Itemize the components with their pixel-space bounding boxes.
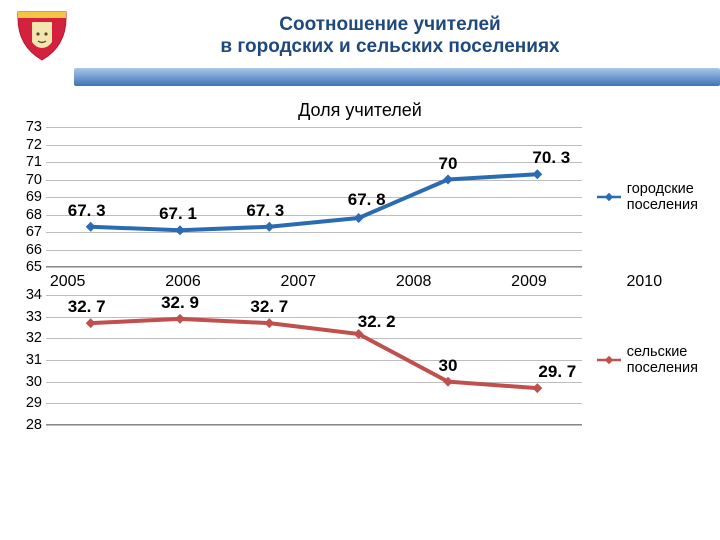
legend-urban: городские поселения (597, 181, 698, 213)
y-tick-label: 31 (12, 352, 42, 368)
y-tick-label: 34 (12, 287, 42, 303)
y-tick-label: 66 (12, 242, 42, 258)
data-label: 32. 7 (250, 297, 288, 317)
y-tick-label: 29 (12, 395, 42, 411)
legend-marker-icon (597, 354, 621, 366)
x-tick-label: 2007 (241, 267, 356, 291)
data-label: 67. 3 (246, 201, 284, 221)
y-tick-label: 69 (12, 189, 42, 205)
emblem-icon (12, 8, 72, 64)
data-label: 32. 9 (161, 293, 199, 313)
title-band (74, 68, 720, 86)
title-line-2: в городских и сельских поселениях (72, 36, 708, 58)
header: Соотношение учителей в городских и сельс… (0, 0, 720, 64)
data-label: 67. 1 (159, 204, 197, 224)
x-tick-label: 2009 (471, 267, 586, 291)
legend-rural-label: сельские поселения (627, 344, 698, 376)
data-label: 70 (439, 154, 458, 174)
y-tick-label: 28 (12, 417, 42, 433)
gridline (46, 425, 582, 426)
data-label: 67. 3 (68, 201, 106, 221)
y-tick-label: 67 (12, 224, 42, 240)
data-label: 29. 7 (538, 362, 576, 382)
legend-urban-label: городские поселения (627, 181, 698, 213)
data-label: 70. 3 (532, 148, 570, 168)
data-label: 30 (439, 356, 458, 376)
y-tick-label: 33 (12, 309, 42, 325)
y-tick-label: 65 (12, 259, 42, 275)
y-tick-label: 70 (12, 172, 42, 188)
y-tick-label: 68 (12, 207, 42, 223)
plot-rural: 2829303132333432. 732. 932. 732. 23029. … (46, 295, 582, 425)
chart-rural: 2829303132333432. 732. 932. 732. 23029. … (46, 295, 582, 425)
y-tick-label: 30 (12, 374, 42, 390)
x-tick-label: 2010 (587, 267, 702, 291)
title-line-1: Соотношение учителей (72, 14, 708, 36)
chart-urban: 65666768697071727367. 367. 167. 367. 870… (46, 127, 582, 267)
title-block: Соотношение учителей в городских и сельс… (72, 14, 708, 58)
gridline (46, 267, 582, 268)
y-tick-label: 72 (12, 137, 42, 153)
y-tick-label: 71 (12, 154, 42, 170)
legend-rural: сельские поселения (597, 344, 698, 376)
x-tick-label: 2008 (356, 267, 471, 291)
data-label: 67. 8 (348, 190, 386, 210)
data-label: 32. 2 (358, 312, 396, 332)
y-tick-label: 32 (12, 330, 42, 346)
charts-container: 65666768697071727367. 367. 167. 367. 870… (0, 127, 720, 425)
x-tick-label: 2006 (125, 267, 240, 291)
legend-marker-icon (597, 191, 621, 203)
subtitle: Доля учителей (0, 100, 720, 121)
x-axis: 200520062007200820092010 (10, 267, 702, 291)
data-label: 32. 7 (68, 297, 106, 317)
series-svg (46, 127, 582, 267)
plot-urban: 65666768697071727367. 367. 167. 367. 870… (46, 127, 582, 267)
y-tick-label: 73 (12, 119, 42, 135)
series-svg (46, 295, 582, 425)
